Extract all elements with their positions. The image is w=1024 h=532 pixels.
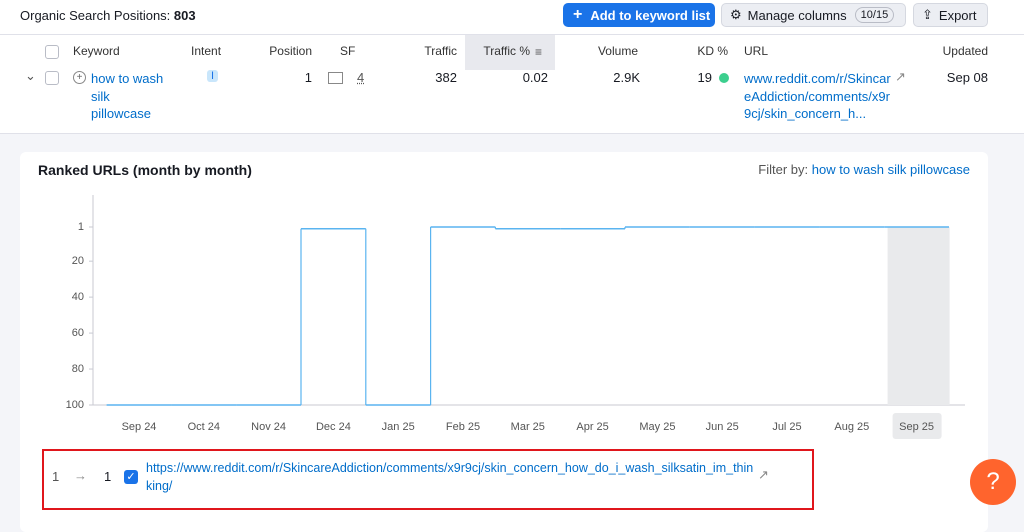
external-icon: ↗ [895, 69, 906, 84]
col: Updated [942, 44, 988, 58]
volume: 2.9K [613, 70, 640, 85]
add-button[interactable]: + Add to keyword list [563, 3, 715, 27]
sf[interactable]: 4 [357, 70, 365, 85]
url-check[interactable]: ✓ [124, 470, 138, 484]
traffic-pct: 0.02 [522, 70, 548, 85]
traffic: 382 [435, 70, 457, 85]
highlight-box [42, 449, 814, 510]
export-label: Export [938, 7, 977, 23]
kd-dot [719, 73, 729, 83]
filter-value[interactable]: how to wash silk pillowcase [811, 162, 970, 177]
title: Organic Search Positions: 803 [20, 8, 196, 23]
col: Intent [191, 44, 222, 58]
row-check[interactable] [45, 71, 59, 85]
add-icon[interactable]: + [73, 71, 86, 84]
count: 803 [173, 8, 196, 23]
divider [0, 34, 1024, 35]
export-button[interactable]: ⇪ Export [913, 3, 988, 27]
sorted-column [465, 35, 555, 70]
kd: 19 [697, 70, 712, 85]
col: Volume [597, 44, 638, 58]
url[interactable]: www.reddit.com/r/SkincareAddiction/comme… [744, 71, 891, 121]
col: SF [340, 44, 356, 58]
sf-icon [328, 72, 343, 84]
col: Traffic [424, 44, 457, 58]
manage-button[interactable]: ⚙ Manage columns 10/15 [721, 3, 906, 27]
ranked-url[interactable]: https://www.reddit.com/r/SkincareAddicti… [146, 461, 754, 493]
to-position: 1 [104, 469, 112, 484]
arrow: → [74, 468, 87, 483]
col: Position [269, 44, 312, 58]
col[interactable]: Traffic % [483, 44, 530, 58]
updated: Sep 08 [946, 70, 988, 85]
external-icon: ↗ [758, 467, 769, 482]
add-label: Add to keyword list [590, 7, 711, 23]
manage-label: Manage columns [747, 7, 847, 23]
title-text: Organic Search Positions: [20, 8, 171, 23]
help-button[interactable]: ? [970, 459, 1016, 505]
from-position: 1 [52, 469, 60, 484]
col: URL [744, 44, 769, 58]
keyword[interactable]: how to wash silk pillowcase [91, 71, 164, 121]
results-header: Organic Search Positions: 803 + Add to ke… [0, 0, 1024, 134]
manage-count: 10/15 [854, 7, 895, 23]
filter-label: Filter by: [758, 162, 809, 177]
select-all[interactable] [45, 45, 59, 59]
intent: I [207, 70, 219, 82]
expand[interactable]: ⌄ [25, 68, 36, 83]
sort-icon: ≡ [535, 45, 543, 59]
ranked-urls-panel: Ranked URLs (month by month) Filter by: … [20, 152, 988, 532]
panel-title: Ranked URLs (month by month) [38, 162, 252, 178]
position: 1 [304, 70, 312, 85]
filter: Filter by: how to wash silk pillowcase [758, 162, 970, 177]
col: KD % [697, 44, 728, 58]
col: Keyword [73, 44, 120, 58]
